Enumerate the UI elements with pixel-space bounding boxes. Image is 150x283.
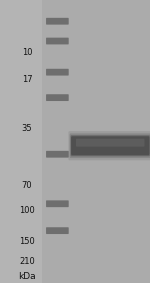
FancyBboxPatch shape [46, 94, 69, 101]
FancyBboxPatch shape [70, 133, 150, 158]
FancyBboxPatch shape [70, 135, 150, 156]
FancyBboxPatch shape [68, 131, 150, 160]
Text: 70: 70 [22, 181, 32, 190]
Text: 17: 17 [22, 75, 32, 84]
Bar [42, 0, 150, 283]
FancyBboxPatch shape [46, 18, 69, 25]
FancyBboxPatch shape [46, 69, 69, 76]
FancyBboxPatch shape [46, 38, 69, 44]
FancyBboxPatch shape [46, 200, 69, 207]
Text: 35: 35 [22, 124, 32, 133]
Text: 150: 150 [19, 237, 35, 246]
Text: 210: 210 [19, 257, 35, 266]
FancyBboxPatch shape [71, 136, 149, 155]
Text: 100: 100 [19, 206, 35, 215]
FancyBboxPatch shape [46, 151, 69, 158]
FancyBboxPatch shape [46, 227, 69, 234]
Text: kDa: kDa [18, 272, 36, 281]
Text: 10: 10 [22, 48, 32, 57]
FancyBboxPatch shape [76, 139, 144, 147]
